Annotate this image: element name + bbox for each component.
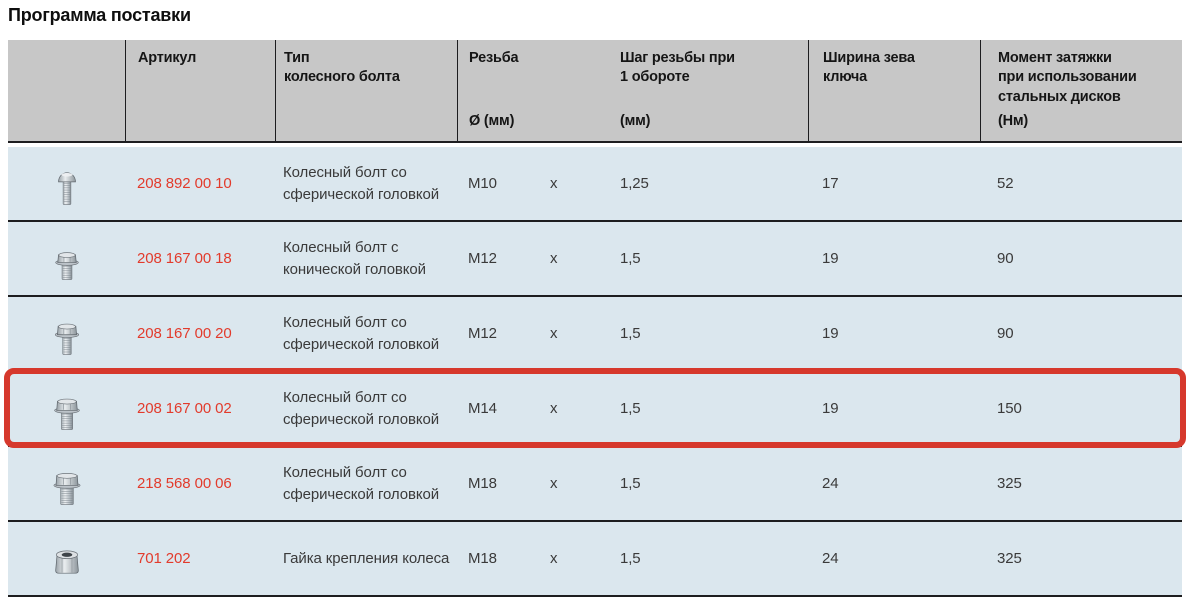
table-row: 208 167 00 02 Колесный болт со сферическ…	[8, 372, 1182, 447]
wheel-bolt-spherical-icon	[8, 297, 125, 370]
header-torque-unit: (Нм)	[998, 112, 1029, 129]
thread-pitch: 1,5	[620, 250, 641, 267]
thread-diameter: M10	[468, 175, 497, 192]
wheel-bolt-conical-icon	[8, 222, 125, 295]
multiplication-sign: x	[550, 175, 558, 192]
table-header: Артикул Тип колесного болта Резьба Ø (мм…	[8, 40, 1182, 143]
wheel-bolt-spherical-m14-icon	[8, 372, 125, 445]
page-title: Программа поставки	[8, 5, 191, 25]
header-wrench-width: Ширина зева ключа	[808, 40, 980, 141]
thread-diameter: M12	[468, 250, 497, 267]
multiplication-sign: x	[550, 400, 558, 417]
bolt-type-label: Колесный болт со сферической головкой	[283, 463, 440, 503]
torque-value: 325	[997, 550, 1022, 567]
article-number: 208 167 00 02	[137, 400, 232, 417]
bolt-type-label: Колесный болт со сферической головкой	[283, 163, 440, 203]
torque-value: 150	[997, 400, 1022, 417]
multiplication-sign: x	[550, 550, 558, 567]
wheel-nut-icon	[8, 522, 125, 595]
thread-diameter: M18	[468, 475, 497, 492]
article-number: 701 202	[137, 550, 191, 567]
header-article: Артикул	[125, 40, 275, 141]
multiplication-sign: x	[550, 325, 558, 342]
header-x-spacer	[548, 40, 607, 141]
wrench-width-value: 17	[822, 175, 839, 192]
multiplication-sign: x	[550, 250, 558, 267]
torque-value: 52	[997, 175, 1014, 192]
table-row: 208 167 00 18 Колесный болт с конической…	[8, 222, 1182, 297]
table-row: 208 167 00 20 Колесный болт со сферическ…	[8, 297, 1182, 372]
wrench-width-value: 24	[822, 475, 839, 492]
header-torque-label: Момент затяжки при использовании стальны…	[998, 50, 1137, 105]
thread-pitch: 1,5	[620, 550, 641, 567]
wheel-bolt-spherical-long-icon	[8, 147, 125, 220]
header-bolt-type: Тип колесного болта	[275, 40, 457, 141]
bolt-type-label: Колесный болт со сферической головкой	[283, 313, 440, 353]
torque-value: 90	[997, 325, 1014, 342]
article-number: 208 167 00 20	[137, 325, 232, 342]
header-pitch: Шаг резьбы при 1 обороте (мм)	[607, 40, 808, 141]
torque-value: 90	[997, 250, 1014, 267]
header-pitch-label: Шаг резьбы при 1 обороте	[620, 50, 735, 86]
table-row: 701 202 Гайка крепления колеса M18 x 1,5…	[8, 522, 1182, 597]
table-body: 208 892 00 10 Колесный болт со сферическ…	[8, 147, 1182, 597]
header-article-label: Артикул	[138, 50, 197, 66]
delivery-program-table: Артикул Тип колесного болта Резьба Ø (мм…	[4, 40, 1186, 597]
header-pitch-unit: (мм)	[620, 112, 651, 129]
thread-pitch: 1,25	[620, 175, 649, 192]
wrench-width-value: 19	[822, 325, 839, 342]
bolt-type-label: Гайка крепления колеса	[283, 549, 450, 567]
article-number: 218 568 00 06	[137, 475, 232, 492]
thread-diameter: M14	[468, 400, 497, 417]
thread-diameter: M18	[468, 550, 497, 567]
header-thread: Резьба Ø (мм)	[457, 40, 548, 141]
header-thread-unit: Ø (мм)	[469, 112, 515, 129]
header-wrench-width-label: Ширина зева ключа	[823, 50, 915, 86]
wheel-bolt-spherical-m18-icon	[8, 447, 125, 520]
table-row: 218 568 00 06 Колесный болт со сферическ…	[8, 447, 1182, 522]
header-torque: Момент затяжки при использовании стальны…	[980, 40, 1182, 141]
header-bolt-type-label: Тип колесного болта	[284, 50, 400, 86]
wrench-width-value: 19	[822, 250, 839, 267]
thread-pitch: 1,5	[620, 400, 641, 417]
table-row: 208 892 00 10 Колесный болт со сферическ…	[8, 147, 1182, 222]
bolt-type-label: Колесный болт со сферической головкой	[283, 388, 440, 428]
thread-pitch: 1,5	[620, 325, 641, 342]
article-number: 208 892 00 10	[137, 175, 232, 192]
bolt-type-label: Колесный болт с конической головкой	[283, 238, 426, 278]
thread-diameter: M12	[468, 325, 497, 342]
torque-value: 325	[997, 475, 1022, 492]
thread-pitch: 1,5	[620, 475, 641, 492]
header-photo-column	[8, 40, 125, 141]
wrench-width-value: 19	[822, 400, 839, 417]
header-thread-label: Резьба	[469, 50, 519, 66]
multiplication-sign: x	[550, 475, 558, 492]
wrench-width-value: 24	[822, 550, 839, 567]
article-number: 208 167 00 18	[137, 250, 232, 267]
